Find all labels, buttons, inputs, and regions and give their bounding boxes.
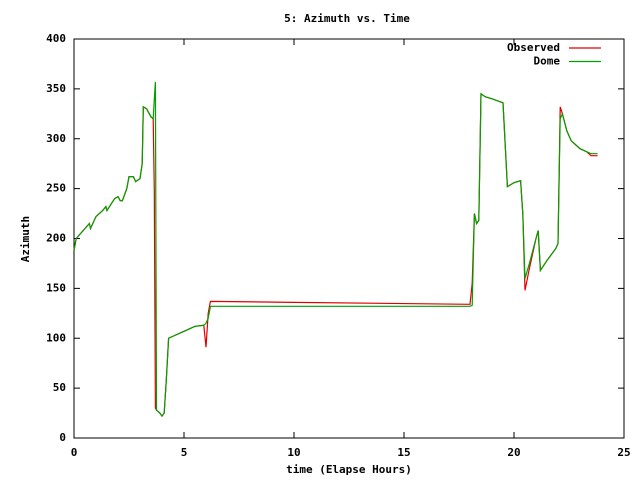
x-tick-label: 15 <box>397 446 410 459</box>
data-line <box>73 92 598 418</box>
chart-title: 5: Azimuth vs. Time <box>284 12 410 25</box>
y-tick-label: 400 <box>46 32 66 45</box>
x-axis-label: time (Elapse Hours) <box>286 463 412 476</box>
y-tick-label: 350 <box>46 82 66 95</box>
y-tick-label: 250 <box>46 182 66 195</box>
y-tick-label: 100 <box>46 331 66 344</box>
data-line <box>73 81 598 418</box>
legend-label: Dome <box>534 55 561 68</box>
x-tick-label: 10 <box>287 446 300 459</box>
y-tick-label: 300 <box>46 132 66 145</box>
y-tick-label: 0 <box>59 431 66 444</box>
x-tick-label: 25 <box>617 446 630 459</box>
y-tick-label: 150 <box>46 281 66 294</box>
x-tick-label: 5 <box>181 446 188 459</box>
legend-label: Observed <box>507 41 560 54</box>
y-tick-label: 50 <box>53 381 66 394</box>
x-tick-label: 20 <box>507 446 520 459</box>
x-tick-label: 0 <box>71 446 78 459</box>
y-tick-label: 200 <box>46 232 66 245</box>
y-axis-label: Azimuth <box>19 216 32 262</box>
